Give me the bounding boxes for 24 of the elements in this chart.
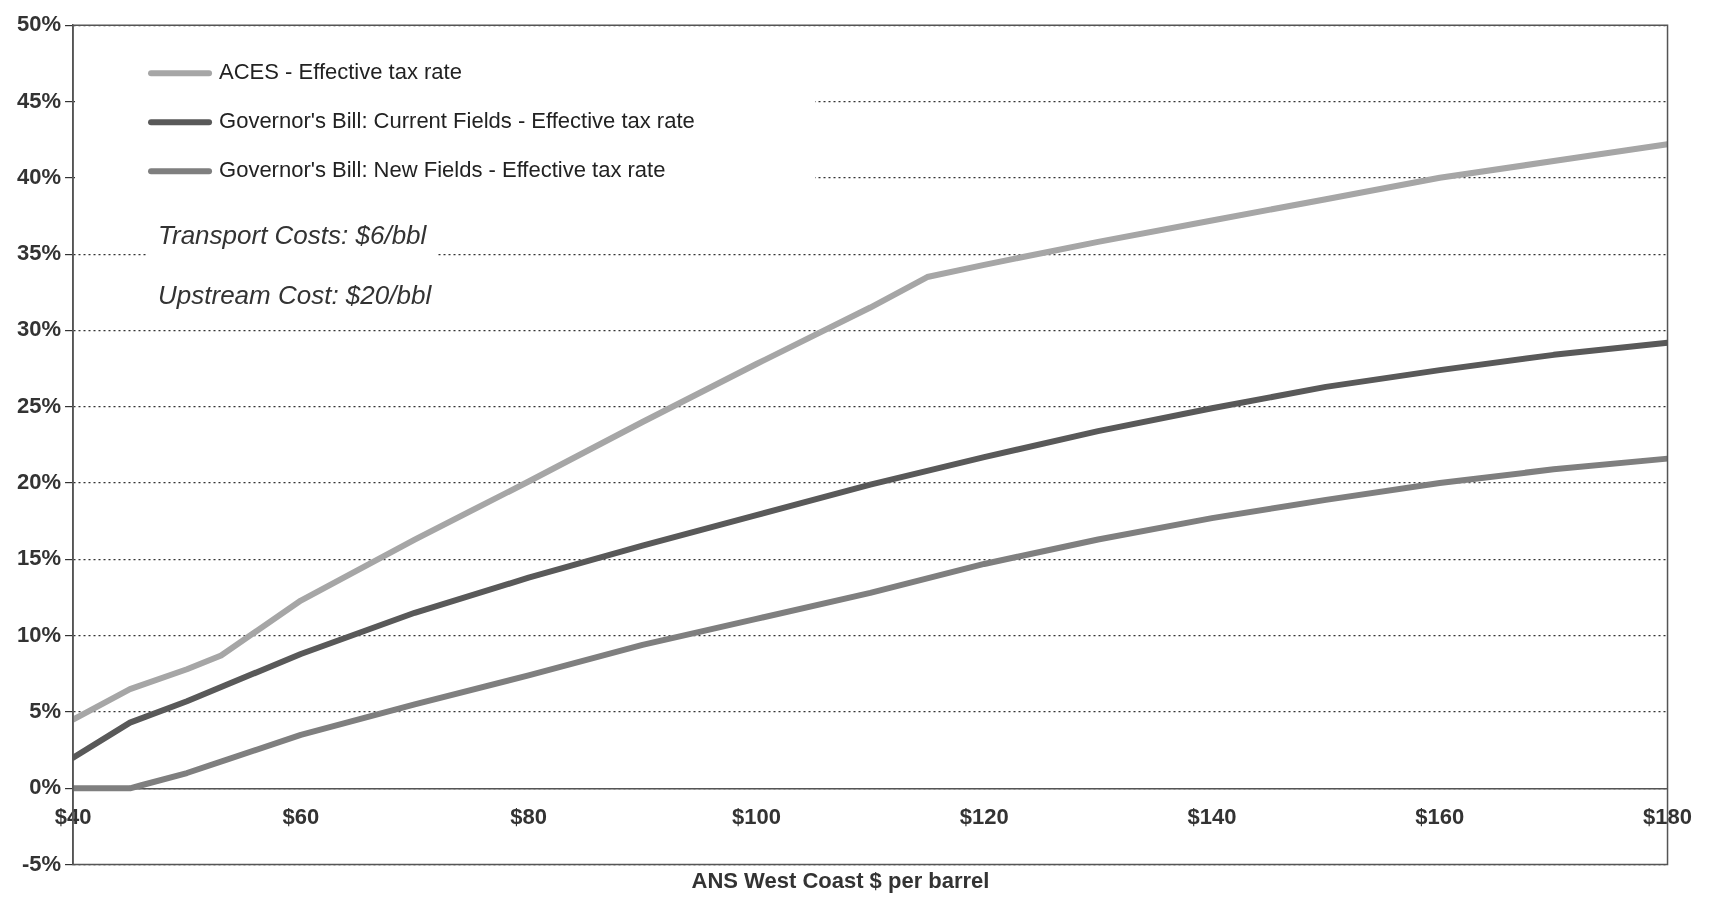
y-tick-label: 15% (16, 545, 62, 571)
legend-label: ACES - Effective tax rate (219, 59, 462, 85)
y-tick-label: 40% (16, 163, 62, 189)
y-tick-label: 5% (29, 698, 62, 724)
x-tick-label: $80 (510, 803, 547, 829)
y-tick-label: 35% (16, 240, 62, 266)
y-tick-label: 45% (16, 87, 62, 113)
y-tick-label: 30% (16, 316, 62, 342)
x-tick-label: $100 (731, 803, 781, 829)
y-tick-label: 0% (29, 774, 62, 800)
y-tick-label: 10% (16, 621, 62, 647)
legend-label: Governor's Bill: Current Fields - Effective tax rate (219, 108, 695, 134)
x-tick-label: $140 (1187, 803, 1237, 829)
y-tick-label: 25% (16, 392, 62, 418)
legend-label: Governor's Bill: New Fields - Effective tax rate (219, 157, 666, 183)
annotation: Upstream Cost: $20/bbl (158, 280, 433, 311)
x-tick-label: $120 (959, 803, 1009, 829)
y-tick-label: 20% (16, 469, 62, 495)
x-tick-label: $60 (282, 803, 320, 829)
y-tick-label: -5% (21, 850, 62, 876)
y-tick-label: 50% (16, 11, 62, 37)
x-tick-label: $160 (1415, 803, 1465, 829)
annotation: Transport Costs: $6/bbl (158, 220, 428, 251)
x-axis-title: ANS West Coast $ per barrel (691, 867, 990, 893)
